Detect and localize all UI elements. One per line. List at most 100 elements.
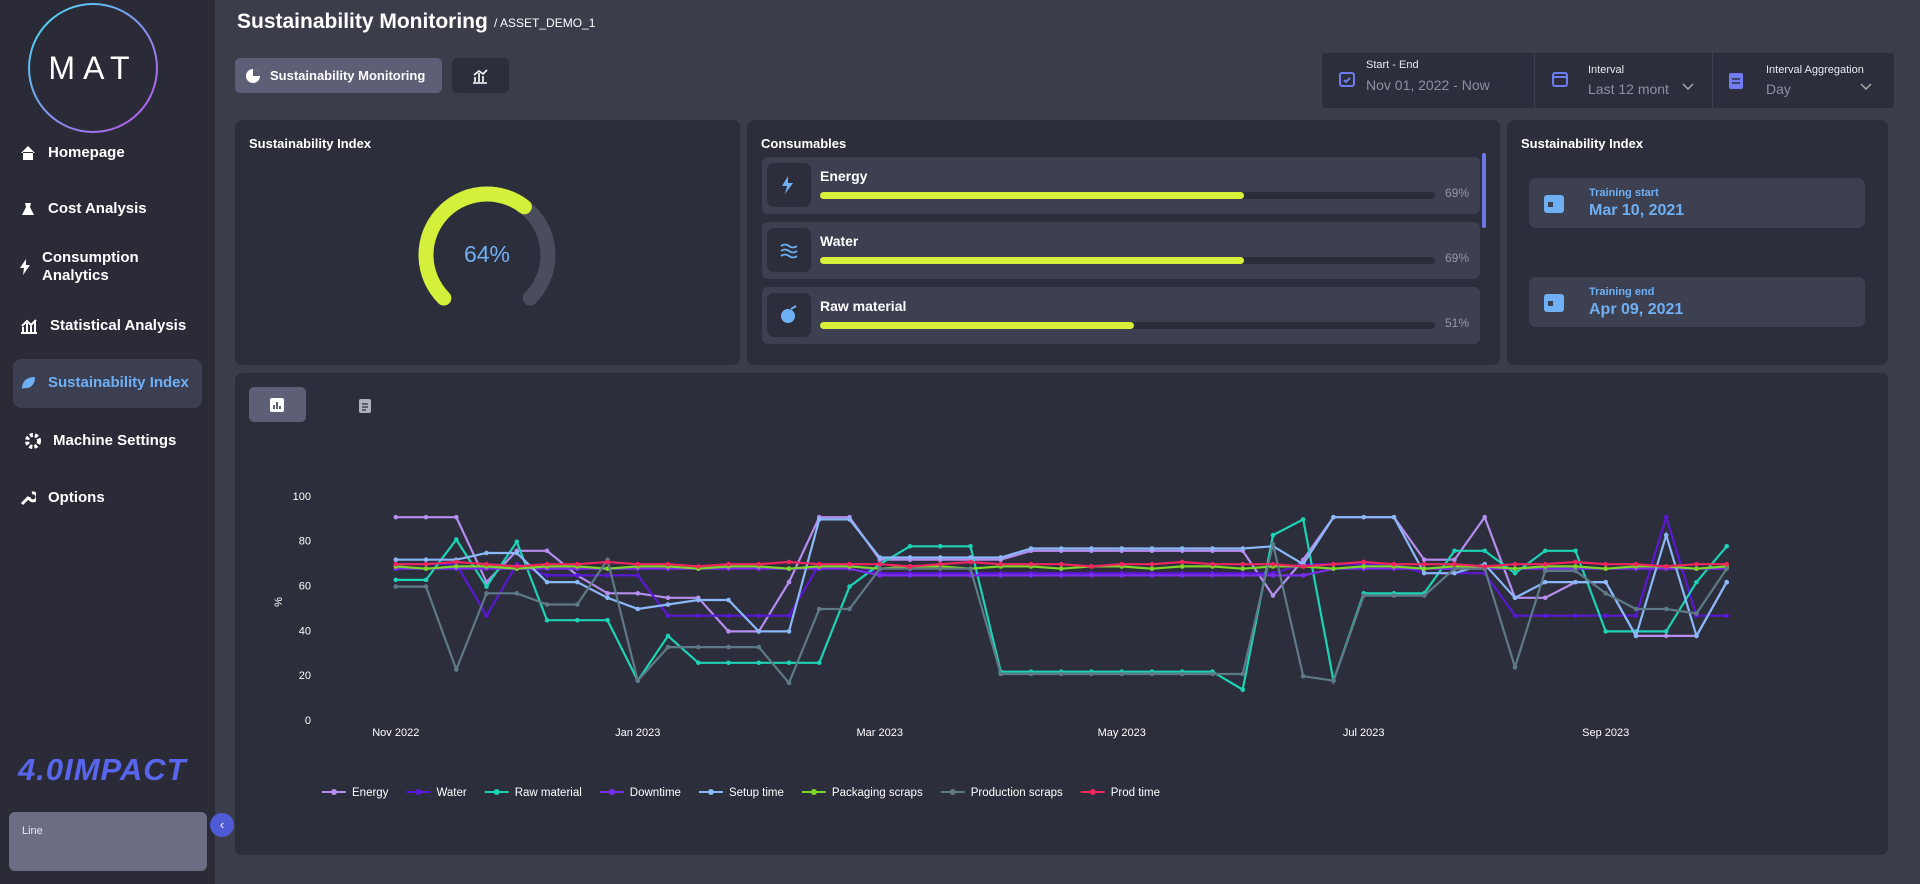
bar-track: [820, 322, 1435, 329]
scrollbar[interactable]: [1482, 153, 1486, 228]
data-point: [423, 514, 429, 520]
data-point: [1573, 559, 1578, 565]
data-point: [877, 561, 883, 567]
bar-track: [820, 192, 1435, 199]
nav-item[interactable]: Options: [20, 489, 195, 507]
data-point: [1331, 678, 1336, 683]
nav-label: Statistical Analysis: [50, 317, 187, 334]
nav-label: Options: [48, 489, 105, 506]
icon: [782, 176, 793, 194]
data-point: [1149, 546, 1155, 551]
data-point: [726, 629, 731, 634]
data-point: [605, 591, 610, 596]
index-card: Sustainability Index: [235, 120, 740, 365]
nav-item[interactable]: Sustainability Index: [20, 374, 195, 392]
nav-label: Sustainability Index: [48, 374, 189, 391]
data-point: [574, 573, 580, 578]
page-title: Sustainability Monitoring: [237, 10, 488, 33]
view-button[interactable]: [249, 387, 306, 422]
data-point: [937, 543, 943, 549]
data-point: [574, 602, 580, 607]
legend-swatch: [608, 789, 615, 795]
data-point: [1542, 595, 1548, 601]
icon: [25, 433, 41, 449]
data-point: [574, 617, 580, 623]
data-point: [1179, 559, 1185, 565]
data-point: [1421, 593, 1427, 598]
data-point: [1633, 633, 1639, 639]
data-point: [1270, 561, 1276, 567]
nav-item[interactable]: Cost Analysis: [20, 200, 195, 218]
data-point: [907, 564, 913, 569]
legend-label: Production scraps: [971, 787, 1063, 799]
bar: [820, 322, 1134, 329]
data-point: [393, 557, 399, 563]
consumable-row: Water 69%: [762, 222, 1480, 279]
view-button[interactable]: [337, 387, 394, 422]
data-point: [1270, 573, 1276, 578]
x-tick-label: Jul 2023: [1343, 727, 1385, 739]
chart-card: [235, 373, 1888, 855]
nav-item[interactable]: Consumption Analytics: [20, 249, 170, 285]
data-point: [605, 617, 610, 623]
data-point: [877, 573, 883, 578]
nav-item[interactable]: Homepage: [20, 144, 195, 162]
filter-value[interactable]: Last 12 mont: [1588, 81, 1669, 97]
data-point: [786, 613, 792, 619]
data-point: [1542, 568, 1548, 574]
filter-value[interactable]: Day: [1766, 81, 1791, 97]
chevron[interactable]: [1860, 83, 1872, 91]
data-point: [756, 629, 762, 634]
chevron[interactable]: [1682, 83, 1694, 91]
data-point: [998, 561, 1004, 567]
nav-label: Machine Settings: [53, 432, 177, 449]
data-point: [544, 602, 550, 607]
data-point: [968, 566, 973, 571]
data-point: [1331, 566, 1336, 571]
data-point: [665, 561, 671, 567]
data-point: [1179, 573, 1185, 578]
data-point: [484, 550, 489, 556]
data-point: [1724, 561, 1730, 567]
info-value: Apr 09, 2021: [1589, 301, 1684, 318]
filter-value[interactable]: Nov 01, 2022 - Now: [1366, 77, 1490, 93]
panel-label: Line: [22, 825, 43, 837]
legend-swatch: [493, 789, 500, 795]
data-point: [1573, 613, 1578, 619]
icon: [473, 69, 488, 84]
legend-swatch: [707, 789, 714, 795]
consumable-name: Water: [820, 233, 859, 249]
data-point: [1119, 561, 1125, 567]
logo: MAT: [30, 5, 156, 131]
data-point: [514, 591, 520, 596]
data-point: [1512, 561, 1518, 567]
icon: [20, 491, 36, 506]
legend-swatch: [415, 789, 422, 795]
data-point: [1421, 557, 1427, 563]
data-point: [1663, 514, 1669, 520]
nav-item[interactable]: Machine Settings: [25, 432, 200, 450]
data-point: [695, 564, 701, 569]
consumable-row: Raw material 51%: [762, 287, 1480, 344]
data-point: [1633, 613, 1639, 619]
data-point: [453, 564, 459, 569]
data-point: [1603, 629, 1609, 634]
data-point: [1028, 546, 1034, 551]
legend-swatch: [810, 789, 817, 795]
data-point: [726, 644, 731, 650]
data-point: [1331, 561, 1336, 567]
icon: [270, 398, 284, 412]
nav-item[interactable]: Statistical Analysis: [20, 317, 195, 335]
gauge-value: [418, 186, 532, 306]
consumable-name: Energy: [820, 168, 868, 184]
collapse-button[interactable]: ‹: [210, 813, 234, 837]
icon: [781, 305, 797, 323]
data-point: [1512, 566, 1518, 571]
nav-label: Cost Analysis: [48, 200, 147, 217]
tab-button[interactable]: Sustainability Monitoring: [235, 58, 442, 93]
y-tick-label: 40: [299, 625, 311, 637]
tab-button[interactable]: [452, 58, 509, 93]
data-point: [1300, 573, 1306, 578]
data-point: [1361, 559, 1367, 565]
data-point: [1361, 514, 1367, 520]
